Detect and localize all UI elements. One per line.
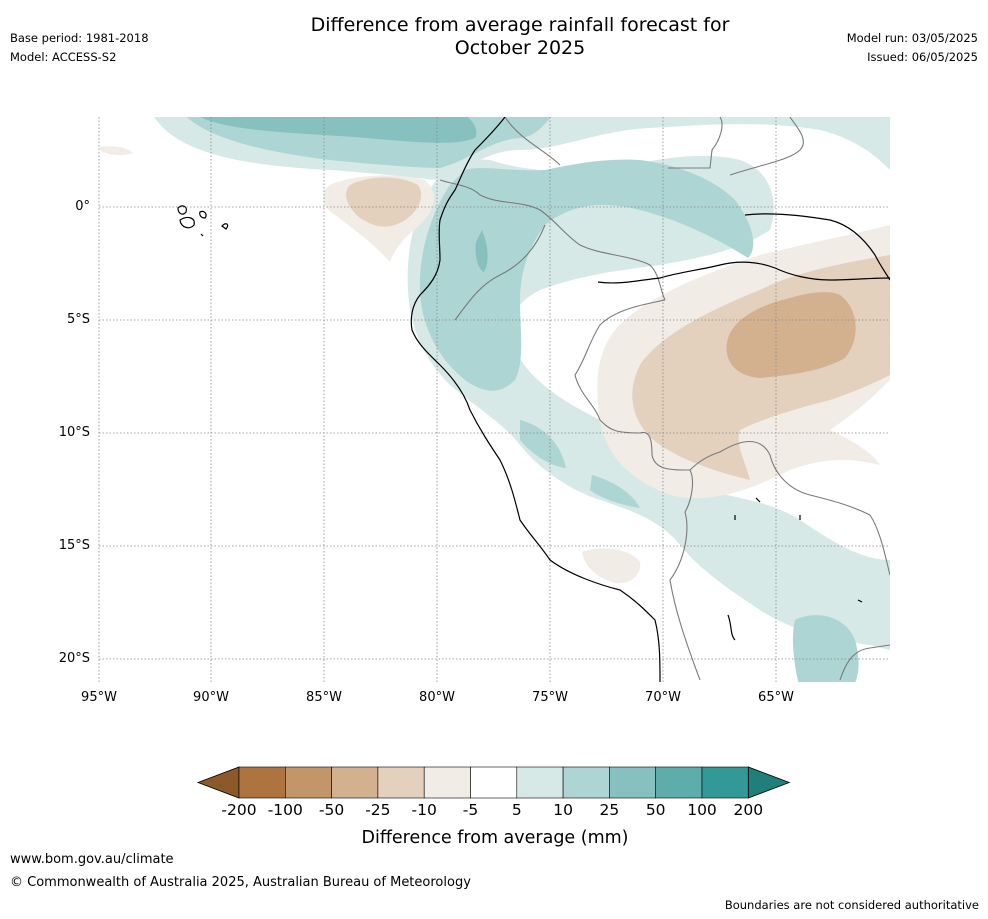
colorbar-tick-label: -200: [221, 801, 257, 819]
rainfall-anomaly-contours: [100, 117, 890, 682]
colorbar-tick-label: 10: [553, 801, 573, 819]
colorbar-segment: [470, 766, 518, 799]
colorbar-title: Difference from average (mm): [361, 828, 629, 848]
colorbar-segment: [562, 766, 610, 799]
colorbar-tick-label: 100: [687, 801, 717, 819]
lat-label-5s: 5°S: [66, 312, 90, 327]
colorbar-tick-label: -5: [462, 801, 479, 819]
colorbar-segment: [516, 766, 564, 799]
contour-10-25-south: [792, 615, 859, 682]
lat-label-20s: 20°S: [58, 651, 90, 666]
colorbar-extend-low: [196, 766, 240, 799]
lon-label-70w: 70°W: [645, 690, 681, 705]
lon-label-85w: 85°W: [306, 690, 342, 705]
lat-label-15s: 15°S: [58, 538, 90, 553]
country-borders: [439, 117, 890, 681]
lat-label-10s: 10°S: [58, 425, 90, 440]
base-period-label: Base period: 1981-2018: [10, 31, 149, 45]
colorbar-segment: [701, 766, 749, 799]
colorbar: [196, 766, 791, 799]
footer-url: www.bom.gov.au/climate: [10, 852, 174, 867]
contour-neg10-neg25-west: [346, 177, 422, 227]
lon-label-80w: 80°W: [419, 690, 455, 705]
colorbar-tick-label: 5: [511, 801, 522, 819]
title-line-2: October 2025: [454, 37, 586, 59]
coastline: [177, 117, 890, 682]
colorbar-segment: [609, 766, 656, 799]
lon-label-90w: 90°W: [193, 690, 229, 705]
contour-5-10-andes: [407, 155, 890, 651]
model-label: Model: ACCESS-S2: [10, 50, 117, 64]
footer-disclaimer: Boundaries are not considered authoritat…: [724, 898, 979, 912]
colorbar-extend-high: [747, 766, 791, 799]
contour-neg5-neg10-south: [582, 548, 641, 584]
lon-label-65w: 65°W: [758, 690, 794, 705]
footer-copyright: © Commonwealth of Australia 2025, Austra…: [10, 875, 471, 890]
colorbar-tick-label: -100: [267, 801, 303, 819]
contour-10-25-patch-b: [590, 475, 640, 508]
lon-label-75w: 75°W: [532, 690, 568, 705]
colorbar-segment: [331, 766, 379, 799]
lat-label-0: 0°: [75, 199, 90, 214]
contour-neg5-neg10-far-west: [100, 146, 133, 156]
graticule: [98, 117, 890, 682]
colorbar-segment: [423, 766, 471, 799]
contour-10-25-andes: [419, 159, 754, 391]
colorbar-tick-label: 25: [599, 801, 620, 819]
colorbar-tick-label: -10: [411, 801, 437, 819]
lon-label-95w: 95°W: [81, 690, 117, 705]
issued-label: Issued: 06/05/2025: [867, 50, 978, 64]
colorbar-tick-label: -25: [365, 801, 391, 819]
colorbar-segment: [238, 766, 286, 799]
contour-25-50-spot: [475, 230, 488, 272]
colorbar-tick-label: 200: [733, 801, 764, 819]
colorbar-tick-label: 50: [645, 801, 666, 819]
colorbar-tick-label: -50: [318, 801, 345, 819]
contour-neg25-neg50-east: [726, 292, 856, 378]
contour-10-25-patch-a: [520, 420, 566, 468]
colorbar-segment: [285, 766, 332, 799]
map-title: Difference from average rainfall forecas…: [0, 14, 988, 60]
model-run-label: Model run: 03/05/2025: [846, 31, 978, 45]
contour-25-50-north: [200, 117, 477, 143]
colorbar-segment: [655, 766, 703, 799]
colorbar-segment: [377, 766, 425, 799]
title-line-1: Difference from average rainfall forecas…: [310, 14, 730, 36]
